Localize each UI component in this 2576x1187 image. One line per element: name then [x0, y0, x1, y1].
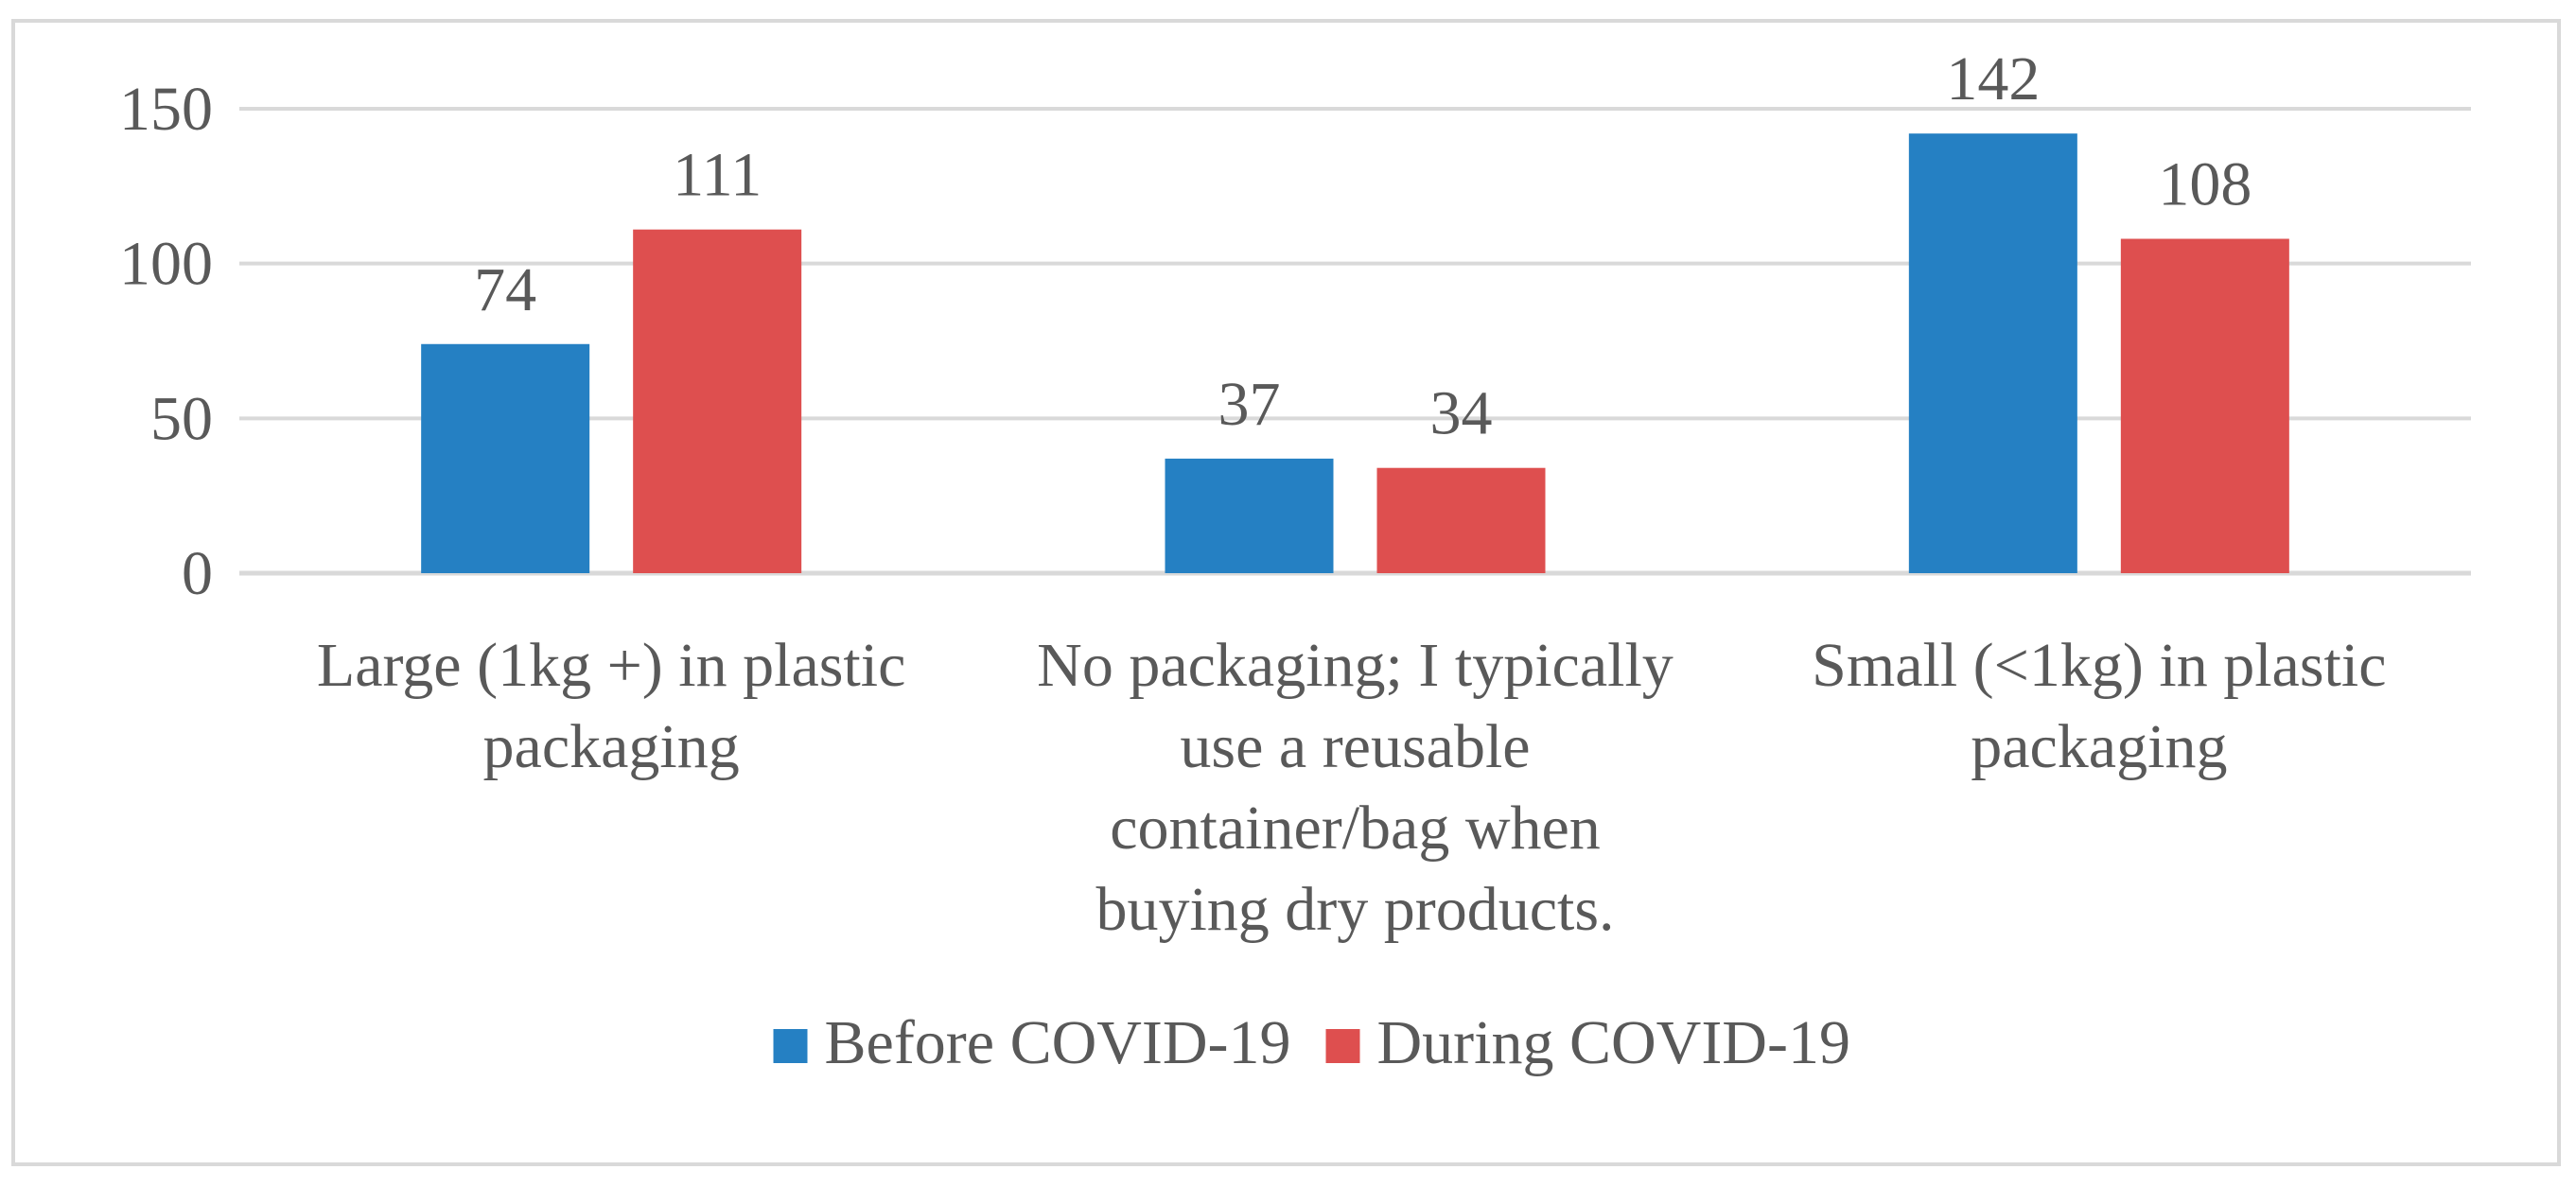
category-label: Large (1kg +) in plastic packaging [317, 631, 906, 781]
legend-label: Before COVID-19 [825, 1008, 1291, 1077]
bar-during-covid-19-0 [633, 229, 802, 573]
category-label-line: packaging [483, 712, 740, 781]
bar-before-covid-19-1 [1165, 458, 1334, 573]
data-label: 108 [2158, 149, 2252, 218]
bar-during-covid-19-1 [1376, 467, 1546, 573]
y-tick-label: 100 [119, 230, 213, 299]
category-label-line: packaging [1971, 712, 2227, 781]
bars [421, 133, 2289, 574]
category-label: No packaging; I typically use a reusable c… [1037, 631, 1674, 944]
data-label: 142 [1946, 44, 2040, 113]
data-label: 34 [1430, 379, 1493, 448]
data-label: 74 [474, 255, 536, 324]
gridlines [239, 107, 2471, 576]
bar-before-covid-19-2 [1908, 133, 2077, 574]
category-label-line: buying dry products. [1095, 875, 1614, 944]
legend-swatch [1325, 1029, 1360, 1063]
y-tick-label: 50 [150, 384, 213, 453]
category-label-line: No packaging; I typically [1037, 631, 1674, 700]
bar-before-covid-19-0 [421, 343, 590, 573]
category-label-line: Large (1kg +) in plastic [317, 631, 906, 700]
data-label: 111 [673, 141, 762, 210]
legend: Before COVID-19 During COVID-19 [773, 1008, 1850, 1077]
chart-frame [11, 19, 2561, 1166]
bar-during-covid-19-2 [2120, 238, 2289, 574]
y-tick-label: 0 [182, 539, 213, 608]
category-label-line: container/bag when [1110, 794, 1601, 863]
x-axis-categories: Large (1kg +) in plastic packaging No pack… [317, 631, 2387, 944]
legend-swatch [773, 1029, 808, 1063]
legend-label: During COVID-19 [1377, 1008, 1850, 1077]
data-label: 37 [1218, 370, 1281, 439]
data-labels: 74 111 37 34 142 108 [474, 44, 2252, 448]
y-axis-ticks: 0 50 100 150 [119, 75, 213, 608]
category-label-line: use a reusable [1180, 712, 1530, 781]
category-label-line: Small (<1kg) in plastic [1812, 631, 2386, 700]
y-tick-label: 150 [119, 75, 213, 144]
category-label: Small (<1kg) in plastic packaging [1812, 631, 2386, 781]
